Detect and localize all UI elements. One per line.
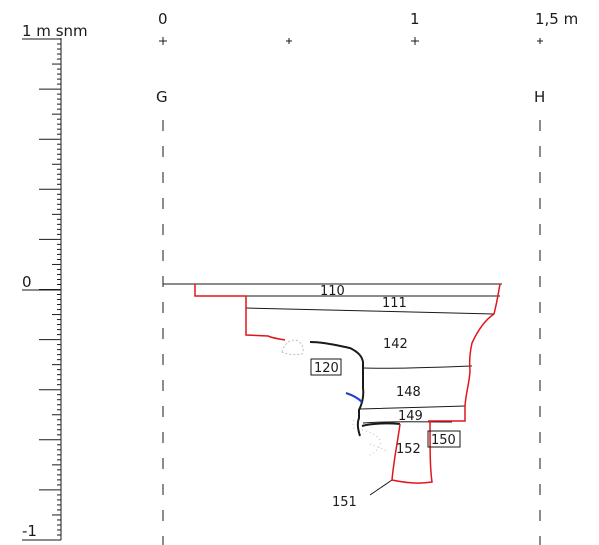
context-111-label: 111 xyxy=(382,296,407,311)
section-point-h: H xyxy=(534,88,545,106)
context-110-label: 110 xyxy=(320,284,345,299)
cut-outline xyxy=(194,283,501,484)
label-151-leader xyxy=(369,479,393,496)
layer-lines xyxy=(163,283,502,496)
context-152-label: 152 xyxy=(396,442,421,457)
cross-half xyxy=(286,38,292,44)
context-120-box xyxy=(310,358,342,376)
layer-150-top xyxy=(361,422,401,427)
pit-edge-left xyxy=(309,341,365,437)
layer-148-base xyxy=(359,405,466,410)
hscale-crosses xyxy=(159,37,543,45)
context-142-label: 142 xyxy=(383,337,408,352)
stipple-1 xyxy=(361,429,381,457)
section-point-g: G xyxy=(156,88,168,106)
scale-zero-label: 0 xyxy=(22,273,32,291)
stipple-3 xyxy=(369,443,389,453)
blue-line xyxy=(345,392,363,403)
stippling xyxy=(281,339,389,457)
stipple-2 xyxy=(352,419,357,432)
hscale-mid-label: 1 xyxy=(410,10,420,28)
layer-149-base xyxy=(362,421,453,424)
context-120-label: 120 xyxy=(314,361,339,376)
layer-111-base xyxy=(245,307,495,315)
scale-ticks xyxy=(39,38,61,541)
context-150-label: 150 xyxy=(431,433,456,448)
vertical-scale xyxy=(39,38,62,541)
hscale-start-label: 0 xyxy=(158,10,168,28)
hscale-end-label: 1,5 m xyxy=(535,10,578,28)
context-150-box xyxy=(427,430,461,448)
cross-0 xyxy=(159,37,167,45)
cross-1 xyxy=(411,37,419,45)
context-151-label: 151 xyxy=(332,495,357,510)
scale-bottom-label: -1 xyxy=(22,522,37,540)
context-148-label: 148 xyxy=(396,385,421,400)
layer-142-base xyxy=(363,365,473,369)
context-149-label: 149 xyxy=(398,409,423,424)
cross-1-5 xyxy=(537,38,543,44)
stone-outline xyxy=(281,339,304,356)
scale-top-label: 1 m snm xyxy=(22,22,88,40)
